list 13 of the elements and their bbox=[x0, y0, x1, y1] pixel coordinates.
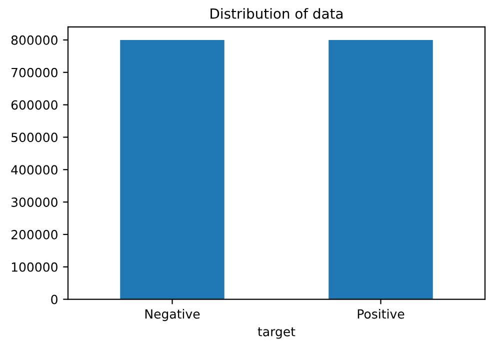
y-tick-label: 400000 bbox=[11, 165, 58, 175]
y-tick-label: 500000 bbox=[12, 132, 58, 142]
y-tick-label: 0 bbox=[51, 294, 58, 304]
x-tick-label: Positive bbox=[358, 309, 404, 319]
y-tick-label: 300000 bbox=[12, 198, 58, 207]
x-tick-label: Negative bbox=[145, 309, 200, 322]
y-tick-label: 700000 bbox=[12, 68, 58, 78]
chart-title: Distribution of data bbox=[210, 8, 343, 19]
y-tick-label: 600000 bbox=[11, 100, 58, 110]
y-tick-label: 100000 bbox=[12, 262, 58, 272]
y-tick-label: 200000 bbox=[11, 230, 58, 240]
y-tick-label: 800000 bbox=[11, 35, 58, 45]
x-axis-title: target bbox=[258, 327, 296, 339]
